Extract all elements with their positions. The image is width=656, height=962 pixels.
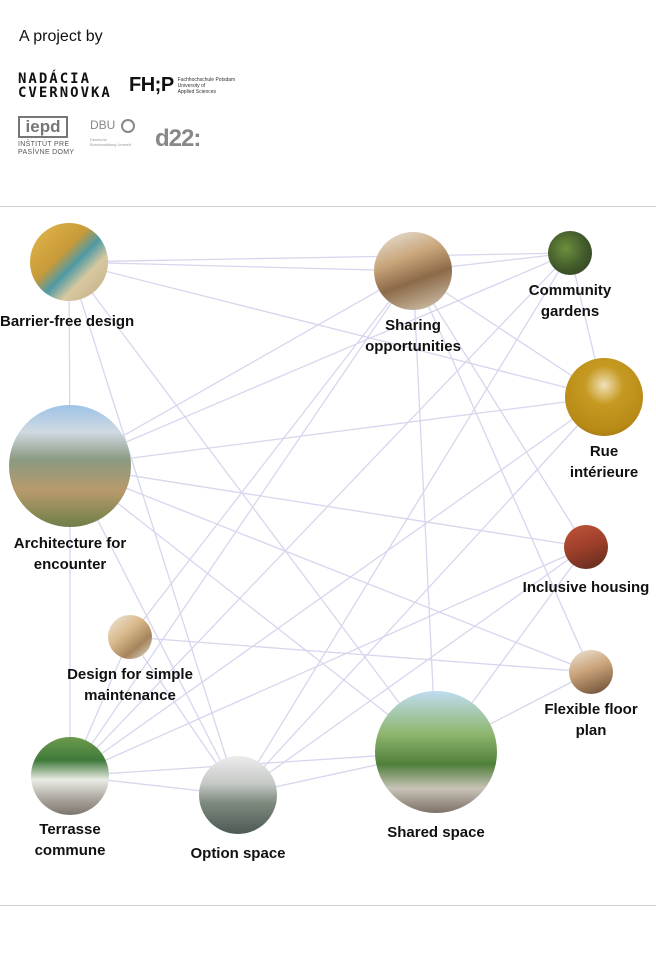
edge-gardens-option — [237, 252, 571, 796]
node-label-line: commune — [34, 842, 106, 859]
terrace-photo[interactable] — [31, 737, 109, 815]
node-label-line: encounter — [33, 556, 107, 573]
node-label-maintenance[interactable]: Design for simple maintenance — [67, 664, 193, 706]
nadacia-cvernovka-logo[interactable]: NADÁCIA CVERNOVKA — [18, 72, 112, 100]
fh-potsdam-logo[interactable]: FH;P Fachhochschule Potsdam University o… — [129, 74, 238, 97]
logo-line: CVERNOVKA — [18, 85, 112, 101]
divider-top — [0, 206, 656, 207]
edge-inclusive-terrasse — [69, 546, 587, 777]
edge-sharing-terrasse — [69, 270, 414, 777]
option-room-photo[interactable] — [199, 756, 277, 834]
node-label-line: Design for simple — [67, 666, 193, 683]
node-label-option[interactable]: Option space — [190, 843, 285, 864]
node-label-line: Option space — [190, 845, 286, 862]
edge-rue-terrasse — [69, 396, 605, 777]
logo-line: NADÁCIA — [18, 71, 92, 87]
edge-sharing-inclusive — [412, 270, 587, 548]
dbu-logo[interactable]: DBU Deutsche Bundesstiftung Umwelt — [90, 118, 140, 147]
node-label-line: opportunities — [365, 338, 461, 355]
edge-sharing-architecture — [69, 270, 414, 467]
edge-gardens-terrasse — [69, 252, 571, 777]
node-label-line: Shared space — [387, 824, 485, 841]
divider-bottom — [0, 905, 656, 906]
room-photo[interactable] — [569, 650, 613, 694]
node-label-line: Architecture for — [13, 535, 127, 552]
node-label-architecture[interactable]: Architecture for encounter — [14, 533, 127, 575]
edge-sharing-shared — [412, 270, 437, 753]
interior-photo[interactable] — [565, 358, 643, 436]
edge-sharing-floorplan — [412, 270, 592, 673]
node-label-line: Terrasse — [39, 821, 101, 838]
edge-gardens-architecture — [69, 252, 571, 467]
node-label-shared[interactable]: Shared space — [387, 822, 485, 843]
node-label-line: plan — [575, 722, 607, 739]
node-label-gardens[interactable]: Community gardens — [529, 280, 612, 322]
node-label-floorplan[interactable]: Flexible floor plan — [544, 699, 637, 741]
edge-rue-architecture — [69, 396, 605, 467]
dbu-circle-icon — [120, 118, 135, 133]
facade-photo[interactable] — [564, 525, 608, 569]
edge-architecture-inclusive — [69, 465, 587, 548]
edge-architecture-shared — [69, 465, 437, 753]
node-label-inclusive[interactable]: Inclusive housing — [523, 577, 650, 598]
dbu-text: Deutsche Bundesstiftung Umwelt — [90, 136, 131, 147]
shared-yard-photo[interactable] — [375, 691, 497, 813]
node-label-line: maintenance — [84, 687, 176, 704]
node-label-line: Inclusive housing — [522, 579, 650, 596]
node-label-line: Flexible floor — [544, 701, 638, 718]
node-label-terrasse[interactable]: Terrasse commune — [35, 819, 106, 861]
fhp-text: Fachhochschule Potsdam University of App… — [177, 76, 236, 95]
edge-barrier-rue — [68, 261, 605, 398]
courtyard-photo[interactable] — [9, 405, 131, 527]
node-label-sharing[interactable]: Sharing opportunities — [365, 315, 461, 357]
edge-floorplan-maintenance — [129, 636, 592, 673]
dbu-mark: DBU — [90, 118, 116, 132]
project-intro: A project by — [19, 28, 103, 45]
edge-barrier-option — [68, 261, 239, 796]
iepd-logo[interactable]: iepd INŠTITÚT PRE PASÍVNE DOMY — [18, 116, 74, 157]
iepd-mark: iepd — [18, 116, 68, 138]
edge-architecture-floorplan — [69, 465, 592, 673]
node-label-rue[interactable]: Rue intérieure — [570, 441, 638, 483]
node-label-line: gardens — [540, 303, 600, 320]
fhp-mark: FH;P — [129, 74, 174, 96]
node-label-line: Barrier-free design — [0, 313, 135, 330]
edge-barrier-gardens — [68, 252, 571, 263]
node-label-line: Rue — [589, 443, 619, 460]
iepd-text: INŠTITÚT PRE PASÍVNE DOMY — [18, 141, 75, 156]
stair-photo[interactable] — [108, 615, 152, 659]
node-label-line: Community — [528, 282, 612, 299]
edge-inclusive-option — [237, 546, 587, 796]
node-label-line: intérieure — [569, 464, 639, 481]
corridor-photo[interactable] — [30, 223, 108, 301]
edge-sharing-maintenance — [129, 270, 414, 638]
edge-architecture-option — [69, 465, 239, 796]
edge-rue-option — [237, 396, 605, 796]
node-label-barrier[interactable]: Barrier-free design — [0, 311, 134, 332]
node-label-line: Sharing — [385, 317, 441, 334]
edge-barrier-sharing — [68, 261, 414, 272]
d22-logo[interactable]: d22: — [155, 125, 201, 152]
garden-photo[interactable] — [548, 231, 592, 275]
library-photo[interactable] — [374, 232, 452, 310]
